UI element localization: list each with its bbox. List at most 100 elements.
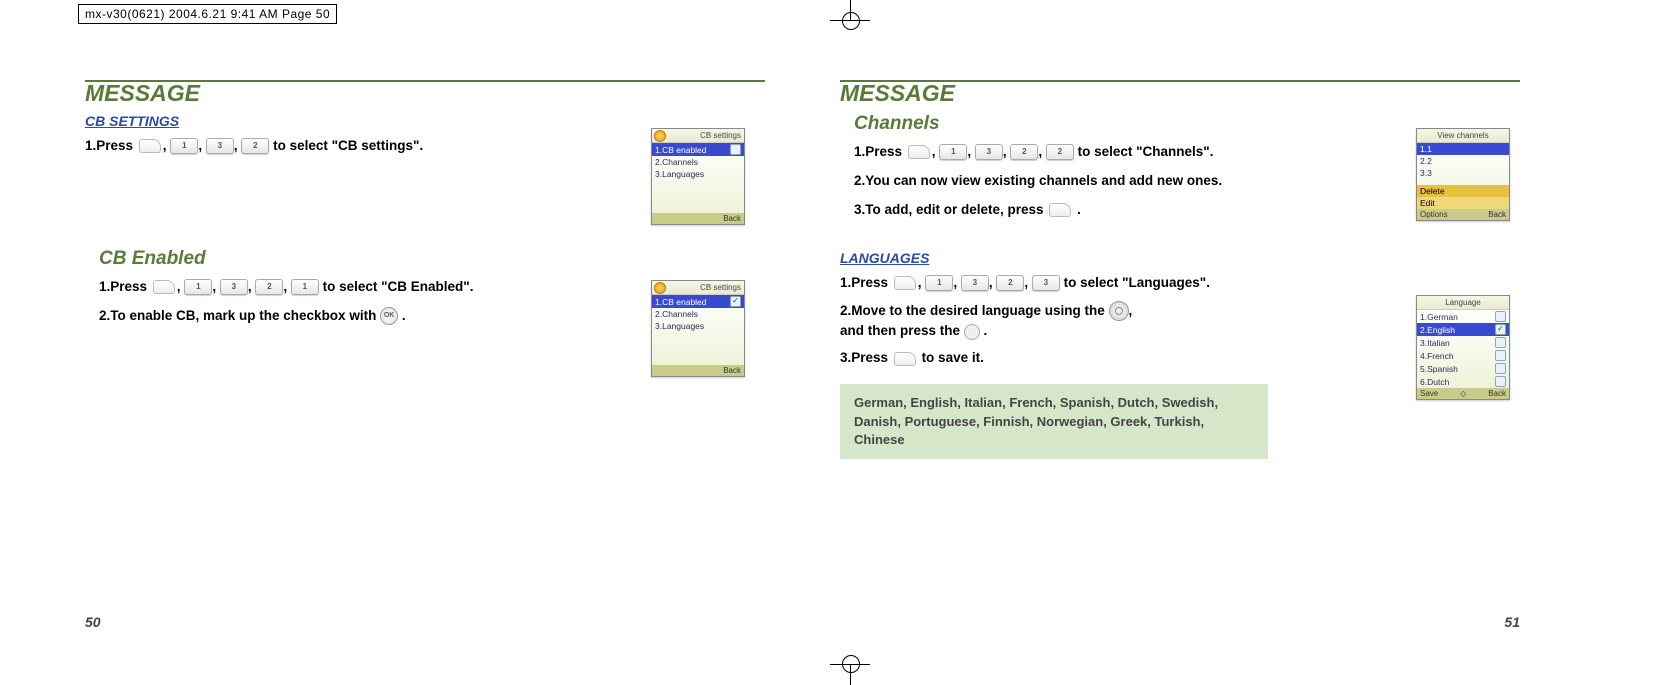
list-item: 3.Languages <box>652 168 744 180</box>
section-cb-enabled: CB Enabled <box>99 248 765 270</box>
menu-item: Edit <box>1417 197 1509 209</box>
softkey-bar: Back <box>652 213 744 224</box>
title-text: CB settings <box>700 131 741 140</box>
page-number: 51 <box>1504 614 1520 630</box>
label: 2.English <box>1420 325 1455 335</box>
soft-right: Back <box>723 366 741 375</box>
text: to select "Languages". <box>1064 275 1210 290</box>
checkbox-icon <box>1495 337 1506 348</box>
text: . <box>1077 202 1081 217</box>
key: 3 <box>1032 275 1060 291</box>
text: 2.To enable CB, mark up the checkbox wit… <box>99 308 380 323</box>
softkey-icon <box>908 145 930 159</box>
label: 1.CB enabled <box>655 145 707 155</box>
text: 1.Press <box>85 138 137 153</box>
text: 1.Press <box>854 144 906 159</box>
text: to select "Channels". <box>1078 144 1214 159</box>
crop-mark-bottom <box>830 645 870 685</box>
label: 6.Dutch <box>1420 377 1449 387</box>
phone-title: View channels <box>1417 129 1509 143</box>
key: 3 <box>975 144 1003 160</box>
page-title: MESSAGE <box>840 80 1520 107</box>
softkey-icon <box>153 280 175 294</box>
text: to select "CB settings". <box>273 138 423 153</box>
key: 1 <box>291 279 319 295</box>
list-item: 5.Spanish <box>1417 362 1509 375</box>
phone-body: 1.German 2.English 3.Italian 4.French 5.… <box>1417 310 1509 388</box>
section-languages: LANGUAGES <box>840 250 1520 266</box>
text: to select "CB Enabled". <box>323 279 474 294</box>
softkey-bar: Options Back <box>1417 209 1509 220</box>
nav-key-icon <box>1109 301 1129 321</box>
phone-title: CB settings <box>652 129 744 143</box>
soft-left: Options <box>1420 210 1448 219</box>
label: 1.German <box>1420 312 1458 322</box>
label: 5.Spanish <box>1420 364 1458 374</box>
phone-body: 1.1 2.2 3.3 Delete Edit <box>1417 143 1509 209</box>
center-key-icon <box>964 324 980 340</box>
list-item: 3.3 <box>1417 167 1509 179</box>
phone-title: Language <box>1417 296 1509 310</box>
softkey-icon <box>1049 203 1071 217</box>
menu-item: Delete <box>1417 185 1509 197</box>
rule <box>840 80 1520 82</box>
list-item: 2.2 <box>1417 155 1509 167</box>
label: 3.Italian <box>1420 338 1450 348</box>
list-item: 1.CB enabled <box>652 143 744 156</box>
text: 3.To add, edit or delete, press <box>854 202 1047 217</box>
checkbox-icon <box>730 296 741 307</box>
key: 1 <box>925 275 953 291</box>
list-item: 1.1 <box>1417 143 1509 155</box>
text: 1.Press <box>99 279 151 294</box>
text: , <box>1129 303 1133 318</box>
key: 3 <box>220 279 248 295</box>
list-item: 2.English <box>1417 323 1509 336</box>
key: 3 <box>961 275 989 291</box>
key: 2 <box>1046 144 1074 160</box>
list-item: 3.Italian <box>1417 336 1509 349</box>
list-item: 6.Dutch <box>1417 375 1509 388</box>
key-1: 1 <box>170 138 198 154</box>
text: to save it. <box>922 350 984 365</box>
phone-screen-cb-settings: CB settings 1.CB enabled 2.Channels 3.La… <box>651 128 745 225</box>
list-item: 3.Languages <box>652 320 744 332</box>
title-icon <box>654 130 666 142</box>
list-item: 1.German <box>1417 310 1509 323</box>
soft-right: Back <box>1488 389 1506 398</box>
cbe-step1: 1.Press , 1, 3, 2, 1 to select "CB Enabl… <box>99 276 529 299</box>
checkbox-icon <box>1495 363 1506 374</box>
title-text: CB settings <box>700 283 741 292</box>
phone-screen-languages: Language 1.German 2.English 3.Italian 4.… <box>1416 295 1510 400</box>
section-cb-settings: CB SETTINGS <box>85 113 765 129</box>
text: 3.Press <box>840 350 892 365</box>
key: 2 <box>996 275 1024 291</box>
language-note: German, English, Italian, French, Spanis… <box>840 384 1268 459</box>
rule <box>85 80 765 82</box>
soft-right: Back <box>1488 210 1506 219</box>
text: and then press the <box>840 323 964 338</box>
soft-right: Back <box>723 214 741 223</box>
ch-step2: 2.You can now view existing channels and… <box>854 170 1284 193</box>
lang-step3: 3.Press to save it. <box>840 347 1270 370</box>
key: 2 <box>255 279 283 295</box>
phone-body: 1.CB enabled 2.Channels 3.Languages <box>652 143 744 213</box>
title-icon <box>654 282 666 294</box>
checkbox-icon <box>1495 376 1506 387</box>
lang-step1: 1.Press , 1, 3, 2, 3 to select "Language… <box>840 272 1270 295</box>
softkey-bar: Back <box>652 365 744 376</box>
cb-step1: 1.Press , 1, 3, 2 to select "CB settings… <box>85 135 515 158</box>
softkey-icon <box>894 352 916 366</box>
list-item: 4.French <box>1417 349 1509 362</box>
list-item: 2.Channels <box>652 308 744 320</box>
print-header: mx-v30(0621) 2004.6.21 9:41 AM Page 50 <box>78 4 337 24</box>
text: 2.Move to the desired language using the <box>840 303 1109 318</box>
phone-title: CB settings <box>652 281 744 295</box>
key: 1 <box>184 279 212 295</box>
label: 4.French <box>1420 351 1454 361</box>
page-title: MESSAGE <box>85 80 765 107</box>
key-3: 3 <box>206 138 234 154</box>
checkbox-icon <box>1495 311 1506 322</box>
label: 1.CB enabled <box>655 297 707 307</box>
softkey-icon <box>894 276 916 290</box>
checkbox-icon <box>730 144 741 155</box>
